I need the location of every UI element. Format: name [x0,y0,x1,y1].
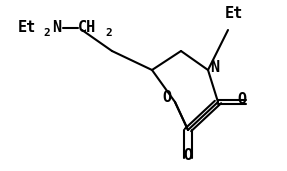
Text: O: O [162,90,171,106]
Text: N: N [52,21,61,36]
Text: 2: 2 [105,28,112,38]
Text: Et: Et [225,6,243,22]
Text: 2: 2 [43,28,50,38]
Text: Et: Et [18,21,36,36]
Text: O: O [237,91,246,107]
Text: N: N [210,60,219,75]
Text: O: O [183,148,192,163]
Text: CH: CH [78,21,96,36]
